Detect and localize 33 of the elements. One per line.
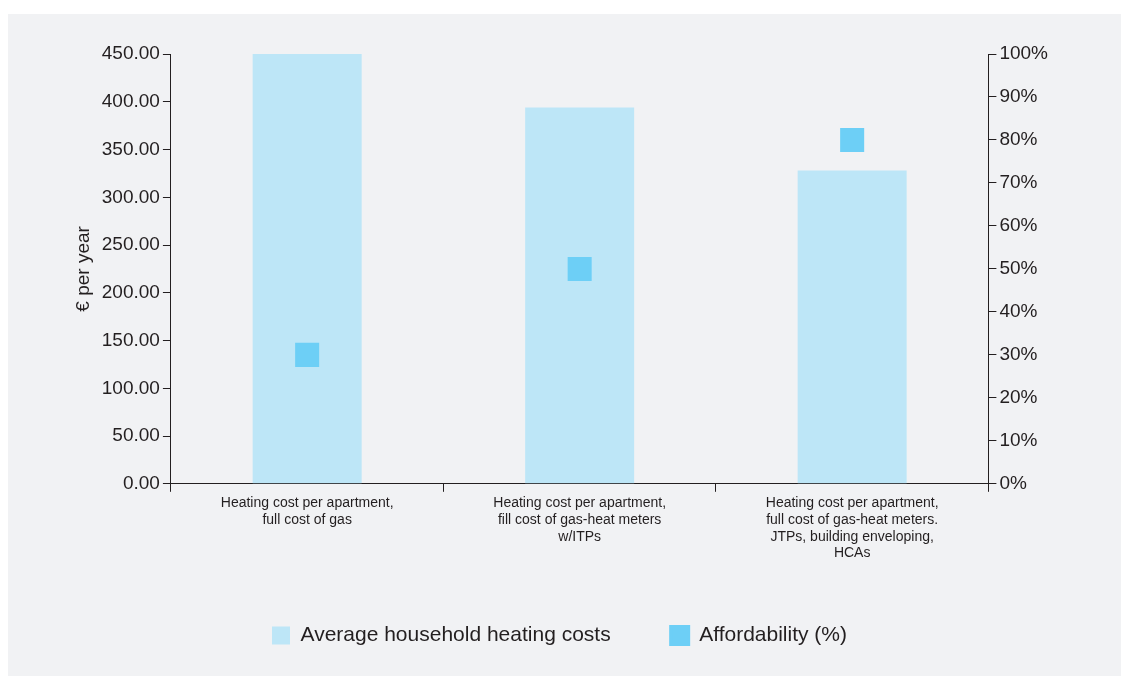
y-tick-label: 450.00 bbox=[101, 42, 160, 64]
y2-tick-label: 20% bbox=[999, 386, 1038, 408]
legend-label: Affordability (%) bbox=[699, 622, 848, 646]
y2-tick-label: 60% bbox=[999, 214, 1038, 236]
y2-tick-label: 70% bbox=[999, 171, 1038, 193]
y2-tick-label: 50% bbox=[999, 257, 1038, 279]
y-tick-label: 150.00 bbox=[101, 328, 160, 350]
y-tick-label: 400.00 bbox=[101, 89, 160, 111]
x-tick-label: Heating cost per apartment, full cost of gas-heat meters. JTPs, building enveloping, HCAs bbox=[765, 494, 939, 561]
y-tick-label: 100.00 bbox=[101, 376, 160, 398]
point bbox=[567, 256, 592, 281]
y-tick-label: 0.00 bbox=[122, 472, 160, 494]
y-tick-label: 50.00 bbox=[112, 424, 160, 446]
bar bbox=[525, 107, 635, 484]
y-tick-label: 350.00 bbox=[101, 137, 160, 159]
y2-tick-label: 0% bbox=[999, 472, 1027, 494]
point bbox=[295, 342, 320, 367]
point bbox=[840, 127, 865, 152]
x-tick-label: Heating cost per apartment, fill cost of gas-heat meters w/ITPs bbox=[493, 494, 667, 544]
y2-tick-label: 80% bbox=[999, 128, 1038, 150]
y2-tick-label: 40% bbox=[999, 300, 1038, 322]
y-tick-label: 200.00 bbox=[101, 281, 160, 303]
bar bbox=[252, 54, 362, 484]
y2-tick-label: 100% bbox=[999, 42, 1049, 64]
bar bbox=[797, 170, 907, 484]
y2-tick-label: 90% bbox=[999, 85, 1038, 107]
y2-tick-label: 10% bbox=[999, 429, 1038, 451]
x-tick-label: Heating cost per apartment, full cost of gas bbox=[220, 494, 394, 527]
y-axis-title: € per year bbox=[71, 225, 93, 312]
y-tick-label: 250.00 bbox=[101, 233, 160, 255]
legend-label: Average household heating costs bbox=[300, 622, 611, 646]
y2-tick-label: 30% bbox=[999, 343, 1038, 365]
y-tick-label: 300.00 bbox=[101, 185, 160, 207]
